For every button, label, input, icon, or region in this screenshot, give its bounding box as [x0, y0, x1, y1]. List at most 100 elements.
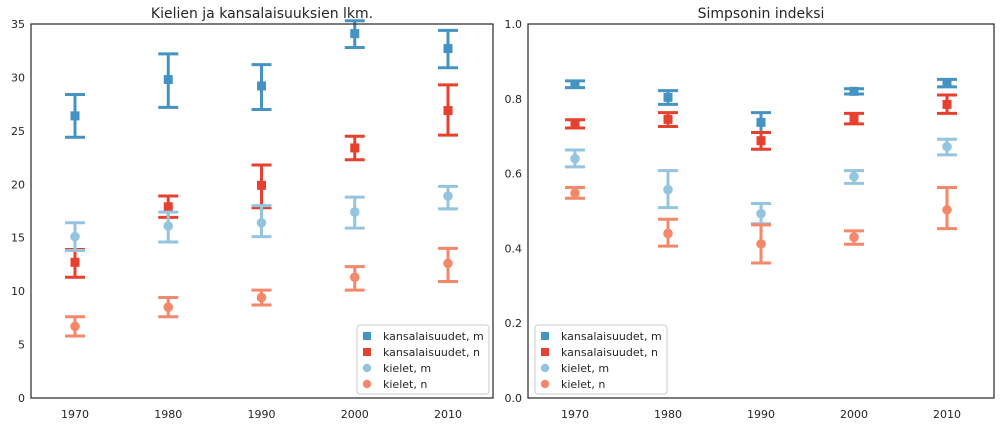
legend-marker — [363, 332, 371, 340]
data-point — [663, 92, 673, 102]
legend-marker — [541, 348, 549, 356]
y-axis-ticks: 0 5 10 15 20 25 30 35 — [11, 18, 25, 405]
legend-box — [534, 324, 668, 395]
x-tick-label: 1970 — [561, 408, 589, 421]
data-point — [349, 207, 360, 217]
data-point — [443, 106, 453, 116]
y-tick-label: 1.0 — [505, 18, 523, 31]
x-tick-label: 2010 — [933, 408, 961, 421]
data-point — [942, 78, 952, 88]
x-tick-label: 1990 — [747, 408, 775, 421]
plot-frame — [30, 23, 494, 399]
data-point — [70, 111, 80, 121]
y-tick-label: 0.0 — [505, 392, 523, 405]
chart-marks — [65, 19, 458, 338]
legend-label: kansalaisuudet, m — [561, 330, 662, 343]
data-point — [257, 81, 266, 91]
data-point — [570, 119, 580, 129]
data-point — [257, 180, 266, 190]
y-tick-label: 0.6 — [505, 168, 523, 181]
data-point — [443, 258, 453, 269]
y-tick-label: 0.2 — [505, 317, 523, 330]
y-tick-label: 0 — [18, 392, 25, 405]
data-point — [163, 302, 174, 312]
y-tick-label: 25 — [11, 125, 25, 138]
legend-label: kielet, n — [383, 378, 427, 391]
data-point — [849, 171, 859, 182]
data-point — [256, 217, 267, 228]
data-point — [443, 44, 453, 54]
series-2 — [65, 184, 458, 253]
legend-marker — [540, 363, 550, 373]
x-axis-ticks: 1970 1980 1990 2000 2010 — [561, 408, 961, 421]
data-point — [849, 232, 859, 242]
legend-marker — [540, 379, 550, 389]
legend-label: kielet, n — [561, 378, 605, 391]
data-point — [163, 221, 174, 231]
data-point — [350, 143, 360, 153]
y-tick-label: 5 — [18, 339, 25, 352]
data-point — [70, 257, 80, 267]
series-0 — [565, 77, 957, 134]
series-2 — [565, 137, 957, 226]
data-point — [570, 80, 580, 90]
legend-marker — [363, 348, 371, 356]
legend-label: kielet, m — [383, 362, 431, 375]
x-tick-label: 2000 — [341, 408, 369, 421]
series-0 — [65, 19, 458, 139]
plot-frame — [527, 23, 995, 399]
x-tick-label: 1980 — [154, 408, 182, 421]
legend: kansalaisuudet, m kansalaisuudet, n kielet… — [534, 324, 668, 395]
series-3 — [565, 185, 957, 265]
data-point — [163, 202, 173, 212]
data-point — [663, 114, 673, 124]
legend-label: kansalaisuudet, n — [383, 346, 480, 359]
legend-marker — [362, 363, 372, 373]
data-point — [849, 113, 859, 123]
data-point — [942, 141, 952, 152]
data-point — [70, 231, 80, 242]
chart-title: Simpsonin indeksi — [698, 6, 825, 22]
x-tick-label: 1970 — [61, 408, 89, 421]
data-point — [570, 188, 580, 198]
series-1 — [65, 83, 458, 279]
chart-marks — [565, 77, 957, 265]
data-point — [942, 205, 952, 215]
y-tick-label: 0.4 — [505, 242, 523, 255]
data-point — [756, 117, 766, 127]
data-point — [663, 184, 673, 195]
legend-label: kansalaisuudet, n — [561, 346, 658, 359]
chart-right: Simpsonin indeksi 0.0 0.2 0.4 0.6 0.8 1.0 197… — [505, 6, 995, 421]
x-tick-label: 1990 — [248, 408, 276, 421]
legend: kansalaisuudet, m kansalaisuudet, n kielet… — [356, 324, 490, 395]
x-axis-ticks: 1970 1980 1990 2000 2010 — [61, 408, 462, 421]
y-tick-label: 35 — [11, 18, 25, 31]
data-point — [942, 99, 952, 109]
x-tick-label: 2000 — [840, 408, 868, 421]
data-point — [443, 191, 453, 201]
data-point — [70, 321, 80, 332]
data-point — [849, 86, 859, 96]
data-point — [256, 292, 267, 303]
data-point — [570, 153, 580, 164]
y-tick-label: 10 — [11, 285, 25, 298]
data-point — [163, 75, 173, 85]
chart-title: Kielien ja kansalaisuuksien lkm. — [151, 6, 373, 22]
x-tick-label: 1980 — [654, 408, 682, 421]
y-tick-label: 20 — [11, 178, 25, 191]
legend-box — [356, 324, 490, 395]
y-tick-label: 30 — [11, 71, 25, 84]
data-point — [756, 136, 766, 146]
y-axis-ticks: 0.0 0.2 0.4 0.6 0.8 1.0 — [505, 18, 523, 405]
chart-left: Kielien ja kansalaisuuksien lkm. 0 5 10 15 2… — [11, 6, 494, 421]
legend-marker — [362, 379, 372, 389]
series-1 — [565, 93, 957, 151]
data-point — [756, 239, 766, 249]
data-point — [756, 208, 766, 219]
data-point — [349, 272, 360, 283]
series-3 — [65, 246, 458, 338]
y-tick-label: 15 — [11, 232, 25, 245]
x-tick-label: 2010 — [434, 408, 462, 421]
